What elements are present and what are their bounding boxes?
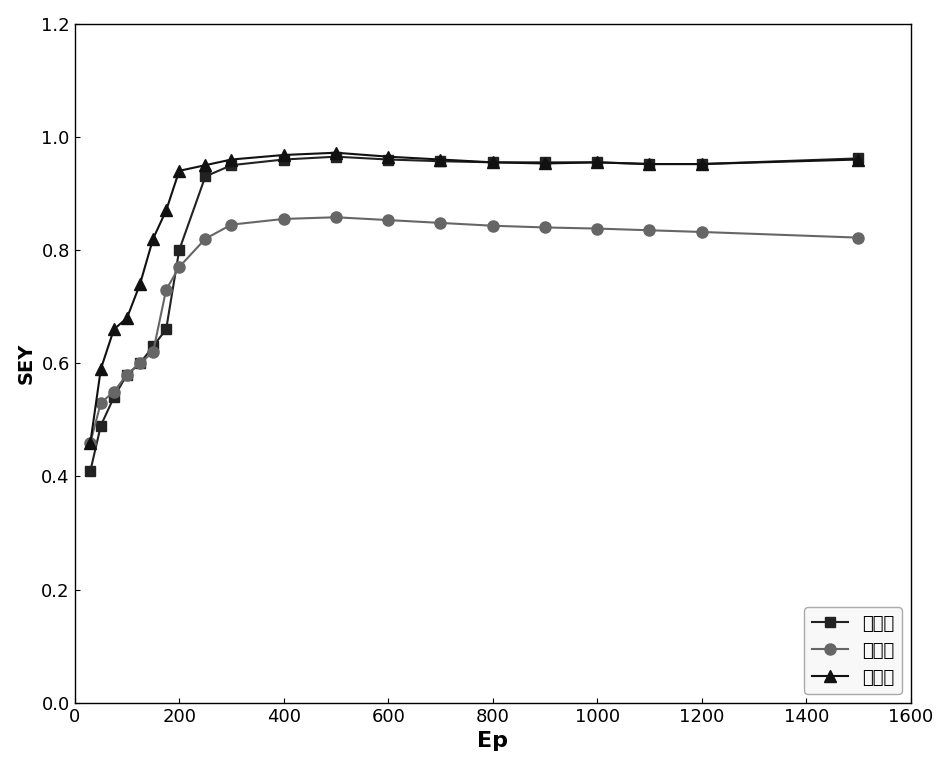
一号点 bbox=[644, 160, 655, 169]
一号点 bbox=[95, 421, 106, 430]
二号点 bbox=[331, 213, 342, 222]
二号点 bbox=[592, 224, 603, 233]
三号点 bbox=[487, 157, 499, 167]
三号点 bbox=[592, 157, 603, 167]
一号点 bbox=[108, 392, 120, 402]
二号点 bbox=[95, 399, 106, 408]
三号点 bbox=[174, 166, 185, 175]
Line: 二号点: 二号点 bbox=[85, 212, 864, 448]
三号点 bbox=[226, 155, 238, 164]
二号点 bbox=[853, 233, 864, 242]
三号点 bbox=[161, 206, 172, 215]
二号点 bbox=[644, 226, 655, 235]
Y-axis label: SEY: SEY bbox=[17, 343, 36, 384]
一号点 bbox=[540, 157, 551, 167]
一号点 bbox=[134, 359, 145, 368]
三号点 bbox=[278, 151, 290, 160]
一号点 bbox=[383, 155, 394, 164]
三号点 bbox=[85, 438, 96, 447]
一号点 bbox=[85, 466, 96, 475]
三号点 bbox=[853, 155, 864, 164]
一号点 bbox=[226, 161, 238, 170]
一号点 bbox=[487, 157, 499, 167]
二号点 bbox=[147, 347, 159, 356]
二号点 bbox=[435, 218, 446, 227]
二号点 bbox=[85, 438, 96, 447]
三号点 bbox=[108, 325, 120, 334]
三号点 bbox=[95, 364, 106, 373]
三号点 bbox=[435, 155, 446, 164]
一号点 bbox=[174, 246, 185, 255]
一号点 bbox=[331, 152, 342, 161]
三号点 bbox=[122, 313, 133, 323]
二号点 bbox=[174, 263, 185, 272]
二号点 bbox=[278, 214, 290, 223]
二号点 bbox=[134, 359, 145, 368]
一号点 bbox=[147, 342, 159, 351]
二号点 bbox=[540, 223, 551, 232]
一号点 bbox=[592, 157, 603, 167]
Line: 三号点: 三号点 bbox=[85, 147, 864, 449]
Legend: 一号点, 二号点, 三号点: 一号点, 二号点, 三号点 bbox=[805, 607, 902, 694]
一号点 bbox=[161, 325, 172, 334]
二号点 bbox=[161, 285, 172, 294]
三号点 bbox=[200, 161, 211, 170]
三号点 bbox=[383, 152, 394, 161]
一号点 bbox=[853, 154, 864, 163]
一号点 bbox=[200, 172, 211, 181]
三号点 bbox=[134, 280, 145, 289]
三号点 bbox=[147, 234, 159, 243]
二号点 bbox=[200, 234, 211, 243]
三号点 bbox=[540, 159, 551, 168]
二号点 bbox=[487, 221, 499, 230]
一号点 bbox=[435, 157, 446, 166]
二号点 bbox=[383, 216, 394, 225]
二号点 bbox=[696, 227, 708, 237]
二号点 bbox=[122, 370, 133, 379]
一号点 bbox=[278, 155, 290, 164]
三号点 bbox=[331, 148, 342, 157]
一号点 bbox=[696, 160, 708, 169]
三号点 bbox=[644, 160, 655, 169]
二号点 bbox=[226, 220, 238, 229]
三号点 bbox=[696, 160, 708, 169]
二号点 bbox=[108, 387, 120, 396]
X-axis label: Ep: Ep bbox=[477, 731, 508, 751]
Line: 一号点: 一号点 bbox=[86, 152, 864, 475]
一号点 bbox=[122, 370, 133, 379]
